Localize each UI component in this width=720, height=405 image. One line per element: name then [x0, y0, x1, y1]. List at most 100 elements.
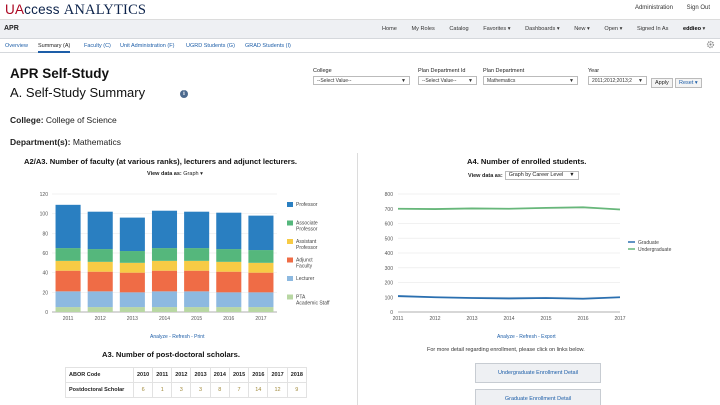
- bar-segment: [248, 215, 274, 251]
- y-tick-label: 0: [45, 310, 48, 316]
- legend-label: Professor: [296, 245, 318, 251]
- legend-label: Lecturer: [296, 276, 315, 282]
- plan-dept-filter: Plan Department Mathematics ▼: [483, 68, 578, 85]
- bar-segment: [248, 272, 274, 293]
- enrolled-view-as-label: View data as:: [468, 172, 503, 179]
- tab-overview[interactable]: Overview: [5, 43, 28, 49]
- table-header-cell: ABOR Code: [65, 367, 134, 383]
- reset-button[interactable]: Reset ▾: [675, 78, 702, 88]
- series-line: [397, 206, 621, 211]
- menu-catalog[interactable]: Catalog: [449, 26, 469, 32]
- college-filter-label: College: [313, 68, 332, 74]
- plan-dept-id-select[interactable]: --Select Value-- ▼: [418, 76, 477, 85]
- tab-faculty[interactable]: Faculty (C): [84, 43, 111, 49]
- department-summary-value: Mathematics: [72, 137, 122, 147]
- bar-segment: [119, 251, 145, 263]
- table-cell: 3: [190, 382, 211, 398]
- graduate-enrollment-button[interactable]: Graduate Enrollment Detail: [475, 389, 601, 405]
- table-header-cell: 2016: [248, 367, 269, 383]
- table-cell: 3: [171, 382, 192, 398]
- x-tick-label: 2016: [577, 316, 588, 322]
- legend-swatch: [287, 220, 293, 226]
- plan-dept-value: Mathematics: [487, 78, 516, 84]
- table-cell: 14: [248, 382, 269, 398]
- bar-segment: [216, 271, 242, 293]
- year-select[interactable]: 2011;2012;2013;2 ▼: [588, 76, 647, 85]
- table-header-cell: 2010: [132, 367, 154, 383]
- legend-swatch: [287, 276, 293, 281]
- plan-dept-select[interactable]: Mathematics ▼: [483, 76, 578, 85]
- plan-dept-id-filter: Plan Department Id --Select Value-- ▼: [418, 68, 477, 85]
- bar-segment: [55, 270, 81, 292]
- y-tick-label: 400: [385, 251, 394, 257]
- y-tick-label: 100: [385, 295, 394, 301]
- legend-swatch: [287, 294, 293, 300]
- college-select[interactable]: --Select Value-- ▼: [313, 76, 410, 85]
- bar-segment: [119, 217, 145, 252]
- logo-u: U: [5, 2, 15, 17]
- enrolled-chart-links[interactable]: Analyze - Refresh - Export: [497, 334, 556, 340]
- faculty-chart-links[interactable]: Analyze - Refresh - Print: [150, 334, 205, 340]
- y-tick-label: 100: [40, 212, 49, 218]
- signed-in-info[interactable]: Signed In As eddieo ▾: [636, 26, 706, 32]
- table-cell: 6: [132, 382, 154, 398]
- bar-segment: [55, 204, 81, 249]
- y-tick-label: 300: [385, 266, 394, 272]
- x-tick-label: 2017: [255, 316, 266, 322]
- page-title: APR Self-Study: [10, 66, 110, 81]
- college-summary-value: College of Science: [45, 115, 117, 125]
- menu-open[interactable]: Open ▾: [604, 26, 623, 32]
- app-bar: APR Home My Roles Catalog Favorites ▾ Da…: [0, 20, 720, 39]
- y-tick-label: 200: [385, 281, 394, 287]
- faculty-view-as-select[interactable]: Graph ▾: [183, 171, 203, 177]
- tab-unit-administration[interactable]: Unit Administration (F): [120, 43, 175, 49]
- x-tick-label: 2015: [191, 316, 202, 322]
- tab-summary[interactable]: Summary (A): [38, 43, 71, 53]
- settings-gear-icon[interactable]: [706, 40, 715, 49]
- college-select-value: --Select Value--: [317, 78, 352, 84]
- plan-dept-id-label: Plan Department Id: [418, 68, 466, 74]
- main-content: APR Self-Study A. Self-Study Summary i C…: [0, 54, 720, 405]
- legend-swatch: [287, 239, 293, 244]
- legend-label: Academic Staff: [296, 301, 330, 307]
- bar-segment: [151, 260, 178, 271]
- postdoc-table: ABOR Code 2010 2011 2012 2013 2014 2015 …: [65, 367, 307, 398]
- bar-segment: [87, 261, 113, 272]
- y-tick-label: 20: [42, 290, 48, 296]
- table-header-cell: 2013: [190, 367, 211, 383]
- panel-divider: [357, 153, 358, 405]
- enrollment-line-chart: 0 100 200 300 400 500 600 700 800 2011 2012 2013 201…: [385, 192, 672, 322]
- menu-new[interactable]: New ▾: [574, 26, 590, 32]
- x-tick-label: 2015: [540, 316, 551, 322]
- chevron-down-icon: ▼: [569, 78, 574, 84]
- menu-favorites[interactable]: Favorites ▾: [483, 26, 511, 32]
- info-icon[interactable]: i: [180, 90, 188, 98]
- enrollment-note: For more detail regarding enrollment, pl…: [427, 347, 585, 353]
- table-header-cell: 2014: [209, 367, 230, 383]
- signout-link[interactable]: Sign Out: [686, 5, 710, 11]
- legend-swatch: [287, 202, 293, 207]
- apply-button[interactable]: Apply: [651, 78, 673, 88]
- bar-segment: [248, 262, 274, 273]
- table-cell: 8: [209, 382, 230, 398]
- bar-segment: [216, 261, 242, 272]
- table-cell: 7: [228, 382, 250, 398]
- bar-segment: [248, 292, 274, 308]
- table-cell: 12: [267, 382, 288, 398]
- menu-home[interactable]: Home: [382, 26, 397, 32]
- bar-segment: [216, 292, 242, 308]
- tab-ugrd-students[interactable]: UGRD Students (G): [186, 43, 235, 49]
- logo-a: A: [14, 2, 25, 17]
- administration-link[interactable]: Administration: [634, 5, 673, 11]
- year-label: Year: [588, 68, 600, 74]
- uaccess-analytics-logo[interactable]: UAccess ANALYTICS: [5, 2, 146, 19]
- table-header-cell: 2012: [171, 367, 192, 383]
- tab-grad-students[interactable]: GRAD Students (I): [245, 43, 291, 49]
- legend-label: Faculty: [296, 264, 313, 270]
- faculty-chart-title: A2/A3. Number of faculty (at various ran…: [24, 157, 298, 166]
- undergrad-enrollment-button[interactable]: Undergraduate Enrollment Detail: [475, 363, 601, 383]
- enrolled-view-as-select[interactable]: Graph by Career Level ▼: [504, 171, 579, 180]
- menu-dashboards[interactable]: Dashboards ▾: [525, 26, 560, 32]
- menu-my-roles[interactable]: My Roles: [411, 26, 435, 32]
- y-tick-label: 80: [42, 231, 48, 237]
